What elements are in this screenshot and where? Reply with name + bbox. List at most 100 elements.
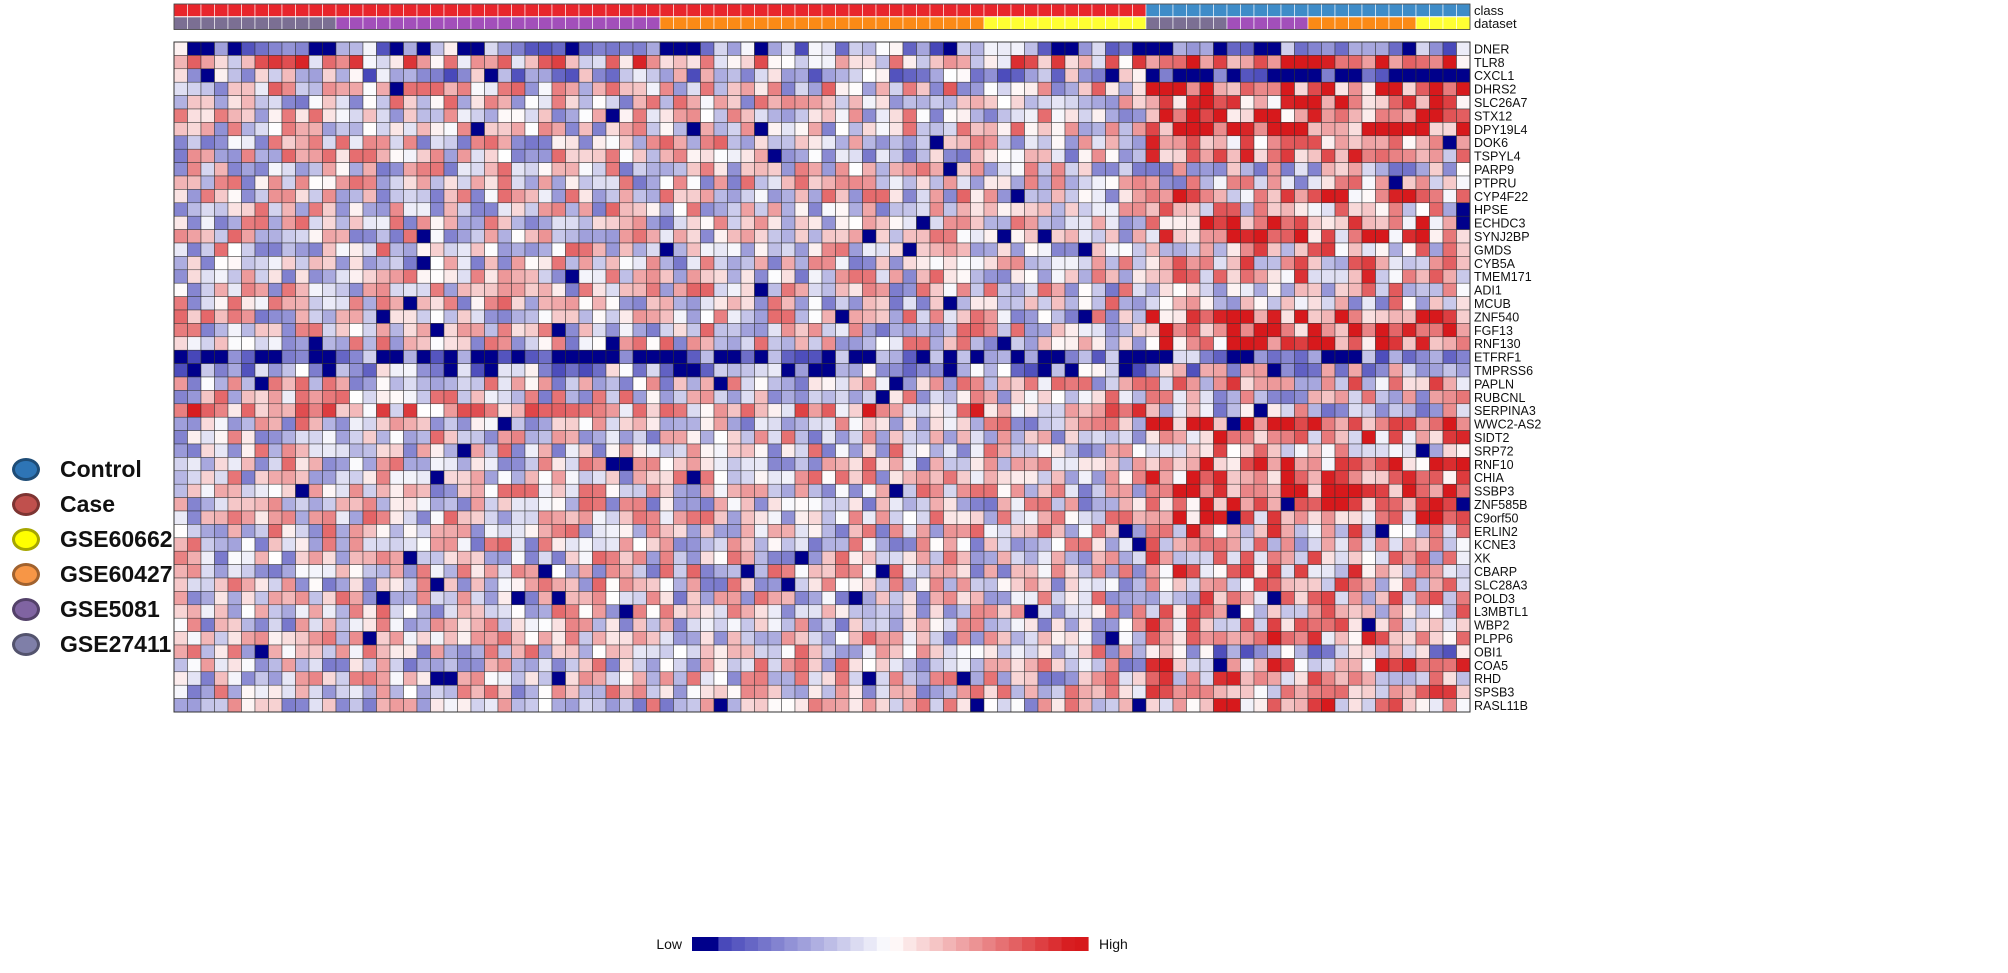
heatmap-cell [1294,457,1309,472]
heatmap-cell [875,81,890,96]
heatmap-cell [1294,470,1309,485]
heatmap-cell [1159,323,1174,338]
heatmap-cell [497,524,512,539]
heatmap-cell [214,591,229,606]
heatmap-cell [646,564,661,579]
heatmap-cell [1105,135,1120,150]
heatmap-cell [956,323,971,338]
heatmap-cell [1321,269,1336,284]
heatmap-cell [1442,524,1457,539]
heatmap-cell [943,269,958,284]
heatmap-cell [983,631,998,646]
heatmap-cell [916,617,931,632]
heatmap-cell [389,309,404,324]
heatmap-cell [1064,81,1079,96]
heatmap-cell [1145,336,1160,351]
heatmap-cell [281,470,296,485]
heatmap-cell [457,577,472,592]
heatmap-cell [1037,443,1052,458]
heatmap-cell [1078,68,1093,83]
heatmap-cell [241,296,256,311]
heatmap-cell [889,604,904,619]
heatmap-cell [551,55,566,70]
heatmap-cell [1145,349,1160,364]
heatmap-cell [1118,550,1133,565]
heatmap-cell [592,189,607,204]
heatmap-cell [322,658,337,673]
heatmap-cell [1078,604,1093,619]
heatmap-cell [1186,135,1201,150]
heatmap-cell [403,256,418,271]
heatmap-cell [1078,135,1093,150]
dataset-annotation-cell [1253,16,1268,30]
heatmap-cell [403,617,418,632]
heatmap-cell [1429,390,1444,405]
heatmap-cell [646,282,661,297]
heatmap-cell [1240,470,1255,485]
heatmap-cell [1388,108,1403,123]
heatmap-cell [821,122,836,137]
heatmap-cell [578,684,593,699]
heatmap-cell [1213,591,1228,606]
heatmap-cell [335,416,350,431]
heatmap-cell [1172,443,1187,458]
heatmap-cell [1172,416,1187,431]
heatmap-cell [970,390,985,405]
heatmap-cell [538,617,553,632]
heatmap-cell [862,671,877,686]
heatmap-cell [1280,189,1295,204]
heatmap-cell [376,363,391,378]
heatmap-cell [578,577,593,592]
heatmap-cell [173,309,188,324]
heatmap-cell [1307,591,1322,606]
heatmap-cell [268,604,283,619]
heatmap-cell [889,269,904,284]
heatmap-cell [1226,591,1241,606]
heatmap-cell [983,229,998,244]
heatmap-cell [1186,577,1201,592]
heatmap-cell [956,497,971,512]
heatmap-cell [1145,282,1160,297]
class-annotation-cell [848,3,863,17]
heatmap-cell [578,591,593,606]
heatmap-cell [808,604,823,619]
heatmap-cell [1226,671,1241,686]
heatmap-cell [1213,457,1228,472]
heatmap-cell [281,457,296,472]
heatmap-cell [862,644,877,659]
heatmap-cell [308,256,323,271]
heatmap-cell [227,122,242,137]
heatmap-cell [700,175,715,190]
heatmap-cell [835,202,850,217]
heatmap-cell [443,122,458,137]
heatmap-cell [335,390,350,405]
heatmap-cell [470,242,485,257]
heatmap-cell [268,671,283,686]
heatmap-cell [956,162,971,177]
heatmap-cell [173,349,188,364]
heatmap-cell [848,644,863,659]
heatmap-cell [1361,189,1376,204]
dataset-annotation-cell [1375,16,1390,30]
heatmap-cell [565,390,580,405]
heatmap-cell [1307,470,1322,485]
heatmap-cell [835,41,850,56]
heatmap-cell [1415,470,1430,485]
dataset-annotation-cell [686,16,701,30]
heatmap-cell [713,644,728,659]
heatmap-cell [889,256,904,271]
heatmap-cell [1456,162,1471,177]
heatmap-cell [457,416,472,431]
class-annotation-cell [1280,3,1295,17]
heatmap-cell [1172,658,1187,673]
heatmap-cell [200,376,215,391]
heatmap-cell [551,430,566,445]
heatmap-cell [200,95,215,110]
heatmap-cell [767,658,782,673]
heatmap-cell [1078,550,1093,565]
heatmap-cell [943,175,958,190]
heatmap-cell [592,550,607,565]
heatmap-cell [1294,282,1309,297]
heatmap-cell [1253,416,1268,431]
heatmap-cell [403,175,418,190]
